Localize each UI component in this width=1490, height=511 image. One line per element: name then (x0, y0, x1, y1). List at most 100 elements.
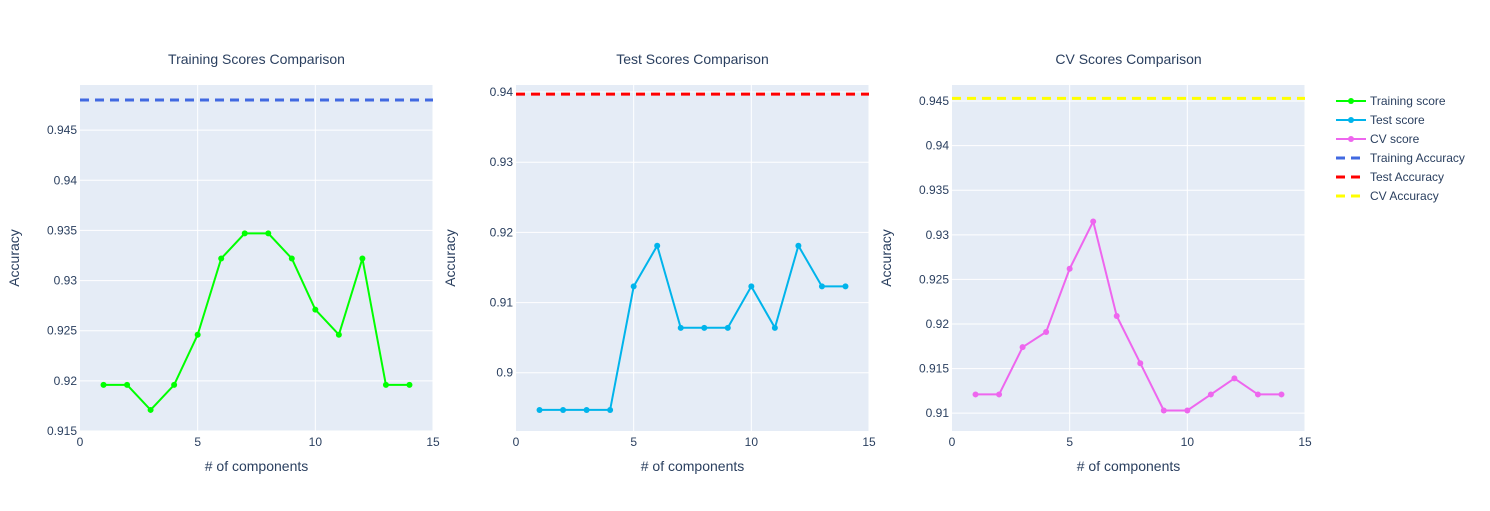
y-tick-label: 0.93 (926, 228, 950, 242)
data-point (818, 283, 825, 290)
data-point (630, 283, 637, 290)
y-tick-label: 0.945 (919, 94, 949, 108)
data-point (972, 391, 979, 398)
data-point (100, 381, 107, 388)
data-point (654, 242, 661, 249)
legend-marker (1348, 98, 1354, 104)
data-point (701, 324, 708, 331)
data-point (748, 283, 755, 290)
data-point (194, 331, 201, 338)
subplot-1: 0 5 10 15 0.915 0.92 0.925 0.93 0.935 0.94 0.945 Tr… (6, 51, 440, 474)
legend-label: Training Accuracy (1370, 151, 1465, 165)
x-tick-label: 0 (513, 435, 520, 449)
x-axis-label: # of components (1077, 458, 1181, 474)
data-point (842, 283, 849, 290)
y-axis-label: Accuracy (878, 229, 894, 287)
legend-item-cv-score[interactable]: CV score (1336, 132, 1420, 146)
legend-item-test-score[interactable]: Test score (1336, 113, 1425, 127)
legend-item-training-score[interactable]: Training score (1336, 94, 1446, 108)
data-point (171, 381, 178, 388)
data-point (1090, 218, 1097, 225)
x-tick-label: 10 (745, 435, 759, 449)
data-point (724, 324, 731, 331)
data-point (795, 242, 802, 249)
y-tick-label: 0.93 (54, 274, 78, 288)
data-point (1184, 407, 1191, 414)
series-line-cv-score (975, 218, 1282, 412)
data-point (996, 391, 1003, 398)
plot-area (80, 85, 433, 431)
y-axis-label: Accuracy (6, 229, 22, 287)
x-tick-label: 15 (1298, 435, 1312, 449)
legend-label: Training score (1370, 94, 1446, 108)
x-tick-label: 5 (1066, 435, 1073, 449)
series-line-test-score (539, 243, 846, 411)
legend-marker (1348, 136, 1354, 142)
y-tick-label: 0.94 (490, 85, 514, 99)
y-tick-label: 0.91 (926, 406, 950, 420)
data-point (677, 324, 684, 331)
data-point (1113, 312, 1120, 319)
y-tick-label: 0.92 (926, 317, 950, 331)
data-point (1160, 407, 1167, 414)
x-tick-label: 10 (309, 435, 323, 449)
x-tick-label: 5 (194, 435, 201, 449)
data-point (241, 230, 248, 237)
x-axis-label: # of components (641, 458, 745, 474)
x-tick-label: 10 (1181, 435, 1195, 449)
data-point (312, 306, 319, 313)
legend-label: Test score (1370, 113, 1425, 127)
plot-area (952, 85, 1305, 431)
series-line-training-score (103, 232, 410, 412)
y-tick-label: 0.92 (490, 225, 514, 239)
x-axis-label: # of components (205, 458, 309, 474)
legend-item-test-accuracy[interactable]: Test Accuracy (1336, 170, 1444, 184)
x-tick-label: 5 (630, 435, 637, 449)
data-point (560, 406, 567, 413)
data-point (218, 255, 225, 262)
y-tick-label: 0.94 (54, 173, 78, 187)
data-point (124, 381, 131, 388)
data-point (382, 381, 389, 388)
x-tick-label: 0 (77, 435, 84, 449)
y-tick-label: 0.93 (490, 155, 514, 169)
subplot-3: 0 5 10 15 0.91 0.915 0.92 0.925 0.93 0.935 0.94 0.9… (878, 51, 1312, 474)
data-point (359, 255, 366, 262)
data-point (265, 230, 272, 237)
legend-item-cv-accuracy[interactable]: CV Accuracy (1336, 189, 1439, 203)
data-point (771, 324, 778, 331)
data-point (1207, 391, 1214, 398)
y-tick-label: 0.925 (47, 324, 77, 338)
legend-label: CV Accuracy (1370, 189, 1439, 203)
data-point (1066, 265, 1073, 272)
legend-label: Test Accuracy (1370, 170, 1444, 184)
subplot-title: Training Scores Comparison (168, 51, 345, 67)
x-tick-label: 0 (949, 435, 956, 449)
y-tick-label: 0.94 (926, 139, 950, 153)
data-point (1278, 391, 1285, 398)
plot-area (516, 85, 869, 431)
data-point (1043, 329, 1050, 336)
y-tick-label: 0.945 (47, 123, 77, 137)
data-point (1231, 375, 1238, 382)
data-point (1019, 344, 1026, 351)
data-point (147, 406, 154, 413)
x-tick-label: 15 (426, 435, 440, 449)
subplot-title: Test Scores Comparison (616, 51, 769, 67)
y-tick-label: 0.935 (47, 223, 77, 237)
subplot-title: CV Scores Comparison (1055, 51, 1201, 67)
legend: Training score Test score CV score Training… (1336, 94, 1465, 203)
y-tick-label: 0.935 (919, 183, 949, 197)
y-tick-label: 0.915 (919, 362, 949, 376)
legend-item-training-accuracy[interactable]: Training Accuracy (1336, 151, 1465, 165)
subplot-2: 0 5 10 15 0.9 0.91 0.92 0.93 0.94 Test Scores Com… (442, 51, 876, 474)
x-tick-label: 15 (862, 435, 876, 449)
y-tick-label: 0.925 (919, 272, 949, 286)
data-point (607, 406, 614, 413)
data-point (1254, 391, 1261, 398)
data-point (536, 406, 543, 413)
legend-marker (1348, 117, 1354, 123)
y-tick-label: 0.91 (490, 296, 514, 310)
y-tick-label: 0.9 (496, 366, 513, 380)
